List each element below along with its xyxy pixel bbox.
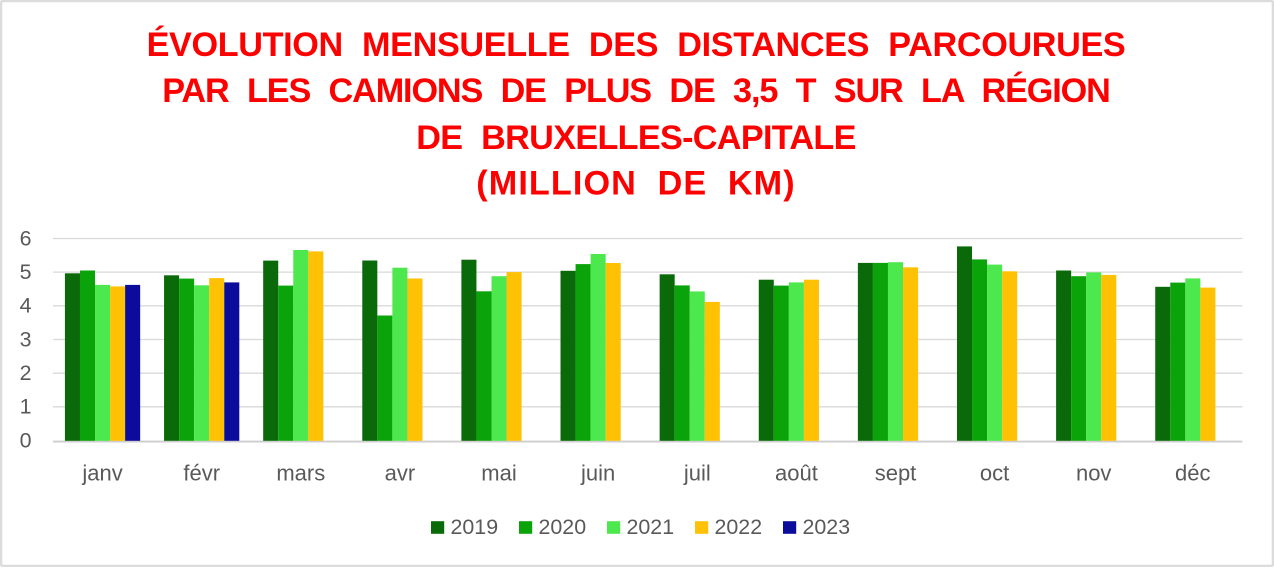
svg-text:2020: 2020 [539, 515, 587, 539]
svg-text:(MILLION DE KM): (MILLION DE KM) [476, 165, 795, 203]
svg-text:mars: mars [276, 460, 325, 485]
svg-text:DE BRUXELLES-CAPITALE: DE BRUXELLES-CAPITALE [416, 119, 856, 157]
svg-text:2019: 2019 [451, 515, 499, 539]
svg-text:oct: oct [980, 460, 1009, 485]
svg-text:nov: nov [1076, 460, 1111, 485]
svg-text:1: 1 [20, 395, 32, 419]
svg-text:mai: mai [481, 460, 516, 485]
svg-text:5: 5 [20, 260, 32, 284]
svg-text:juin: juin [580, 460, 615, 485]
svg-text:2021: 2021 [627, 515, 675, 539]
svg-text:févr: févr [183, 460, 220, 485]
svg-text:août: août [775, 460, 818, 485]
svg-text:2: 2 [20, 361, 32, 385]
svg-text:0: 0 [20, 428, 32, 452]
svg-text:sept: sept [875, 460, 917, 485]
svg-text:4: 4 [20, 294, 32, 318]
svg-text:2023: 2023 [803, 515, 851, 539]
svg-text:3: 3 [20, 327, 32, 351]
svg-text:déc: déc [1175, 460, 1210, 485]
svg-text:avr: avr [385, 460, 416, 485]
svg-text:2022: 2022 [715, 515, 763, 539]
svg-text:janv: janv [81, 460, 122, 485]
svg-text:PAR LES CAMIONS DE PLUS DE 3,5: PAR LES CAMIONS DE PLUS DE 3,5 T SUR LA … [162, 70, 1109, 110]
svg-text:6: 6 [20, 226, 32, 250]
svg-text:ÉVOLUTION MENSUELLE DES DISTAN: ÉVOLUTION MENSUELLE DES DISTANCES PARCOU… [147, 24, 1126, 64]
svg-text:juil: juil [683, 460, 711, 485]
